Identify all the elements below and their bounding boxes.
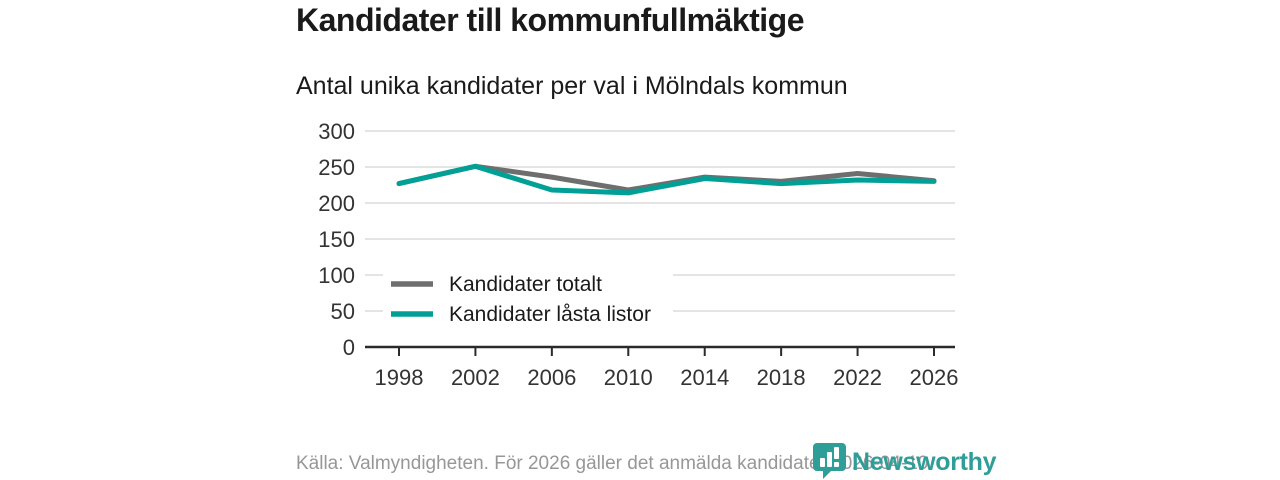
x-tick-label: 1998 xyxy=(375,365,424,390)
page-title: Kandidater till kommunfullmäktige xyxy=(296,2,805,38)
chart-subtitle: Antal unika kandidater per val i Mölndal… xyxy=(296,72,848,100)
series-line xyxy=(396,163,937,196)
x-tick-label: 2026 xyxy=(910,365,959,390)
source-note: Källa: Valmyndigheten. För 2026 gäller d… xyxy=(296,453,934,474)
x-tick-label: 2010 xyxy=(604,365,653,390)
newsworthy-wordmark: Newsworthy xyxy=(852,448,997,476)
y-tick-label: 50 xyxy=(331,299,355,324)
y-tick-label: 200 xyxy=(318,191,355,216)
y-tick-label: 150 xyxy=(318,227,355,252)
y-tick-label: 250 xyxy=(318,155,355,180)
line-chart: 0 50 100 150 200 250 300 1998 2002 2006 2010 2014 20… xyxy=(296,118,976,392)
x-tick-label: 2018 xyxy=(757,365,806,390)
bar-chart-speech-bubble-icon xyxy=(812,441,848,480)
x-tick-label: 2014 xyxy=(680,365,729,390)
legend-background xyxy=(383,267,673,329)
y-tick-label: 0 xyxy=(343,335,355,360)
x-tick-label: 2006 xyxy=(527,365,576,390)
y-tick-label: 100 xyxy=(318,263,355,288)
legend-label: Kandidater låsta listor xyxy=(449,303,651,326)
line-chart-svg: 0 50 100 150 200 250 300 1998 2002 2006 2010 2014 20… xyxy=(318,119,959,390)
x-tick-label: 2002 xyxy=(451,365,500,390)
legend-label: Kandidater totalt xyxy=(449,273,602,296)
y-tick-label: 300 xyxy=(318,119,355,144)
x-tick-label: 2022 xyxy=(833,365,882,390)
newsworthy-branding: Newsworthy xyxy=(812,441,997,480)
